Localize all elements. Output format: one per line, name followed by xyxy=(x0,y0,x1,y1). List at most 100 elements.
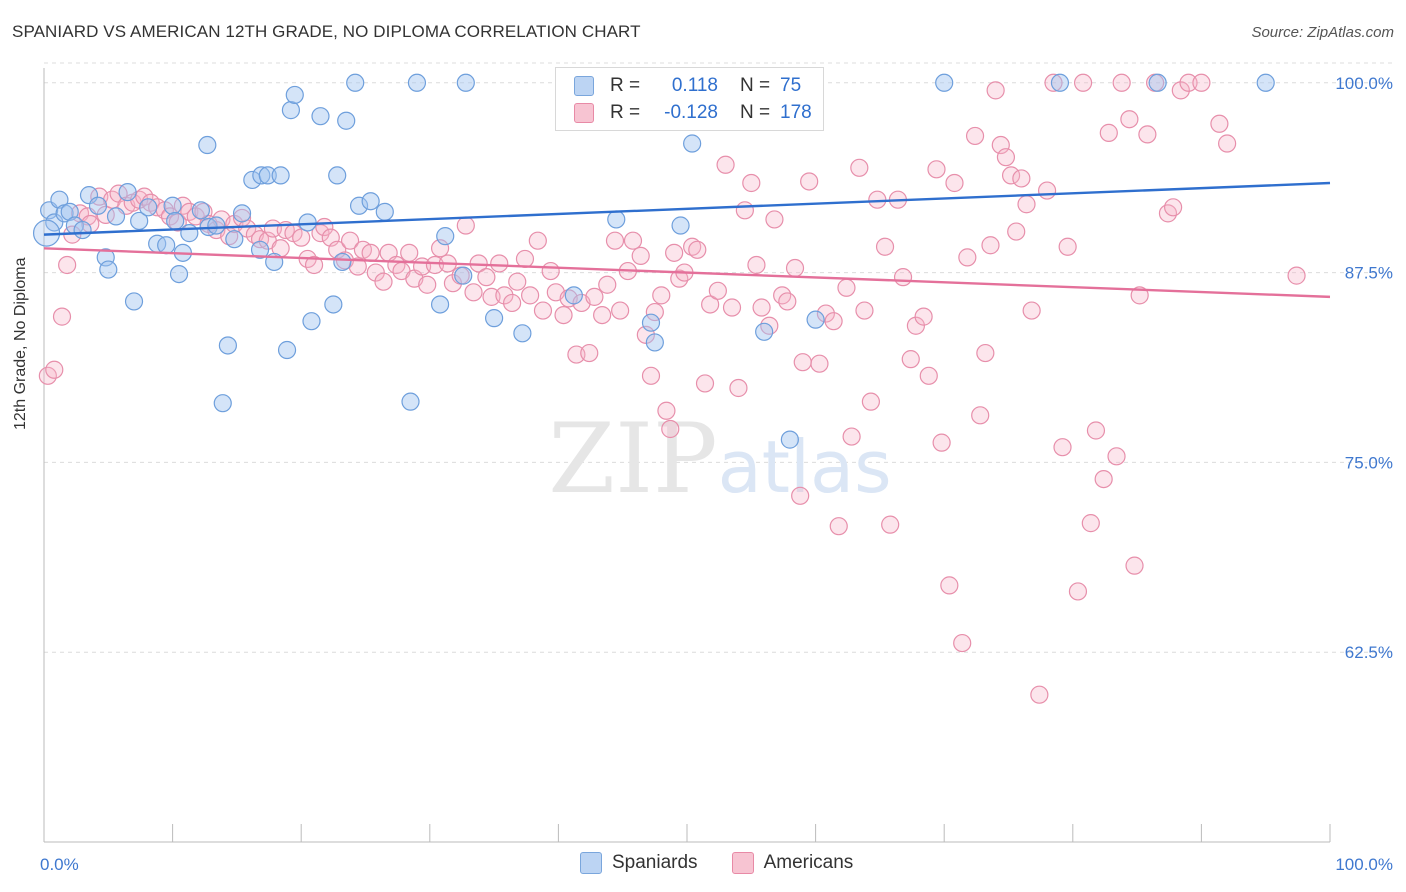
american-point xyxy=(940,576,959,595)
american-point xyxy=(1007,222,1026,241)
american-point xyxy=(585,287,604,306)
y-tick-label: 62.5% xyxy=(1345,643,1393,662)
spaniard-point xyxy=(60,202,79,221)
spaniard-point xyxy=(169,265,189,284)
american-point xyxy=(683,237,702,256)
american-point xyxy=(528,231,547,250)
spaniard-point xyxy=(281,101,301,120)
american-point xyxy=(1001,166,1021,185)
american-point xyxy=(708,281,727,300)
n-value: 75 xyxy=(780,75,802,96)
american-point xyxy=(490,254,509,273)
spaniards-swatch xyxy=(574,76,594,96)
spaniard-point xyxy=(250,240,270,259)
spaniard-point xyxy=(607,210,626,229)
american-point xyxy=(778,292,797,311)
american-point xyxy=(1125,556,1144,575)
spaniard-point xyxy=(252,166,271,185)
american-point xyxy=(986,81,1005,100)
spaniard-point xyxy=(124,292,144,311)
spaniard-point xyxy=(485,309,504,328)
american-point xyxy=(645,302,664,322)
american-point xyxy=(304,255,324,275)
american-point xyxy=(842,427,861,446)
spaniard-point xyxy=(99,260,118,279)
legend-item-spaniards[interactable]: Spaniards xyxy=(580,852,698,874)
american-point xyxy=(868,190,887,209)
american-point xyxy=(400,243,419,262)
american-point xyxy=(657,401,676,420)
american-point xyxy=(541,261,560,281)
spaniard-point xyxy=(285,85,304,105)
american-point xyxy=(729,378,748,398)
american-point xyxy=(661,419,680,439)
american-point xyxy=(765,210,784,229)
spaniard-point xyxy=(225,230,244,249)
american-point xyxy=(793,353,812,372)
american-point xyxy=(1037,181,1057,200)
american-point xyxy=(1068,582,1088,601)
american-point xyxy=(837,278,856,297)
spaniard-point xyxy=(454,266,473,285)
x-tick-label: 100.0% xyxy=(1335,855,1393,874)
r-label: R = xyxy=(610,75,641,96)
american-point xyxy=(1081,514,1100,533)
spaniard-point xyxy=(513,324,532,343)
legend: Spaniards Americans xyxy=(580,852,853,874)
spaniard-point xyxy=(232,204,252,223)
american-point xyxy=(605,231,625,250)
spaniard-point xyxy=(780,430,799,449)
spaniard-point xyxy=(207,216,226,235)
american-point xyxy=(1179,73,1198,92)
spaniard-point xyxy=(935,73,954,92)
spaniard-point xyxy=(671,216,690,235)
american-point xyxy=(1058,237,1077,256)
american-point xyxy=(701,295,720,314)
american-point xyxy=(598,275,617,294)
trend-lines xyxy=(43,181,1331,299)
y-axis-title: 12th Grade, No Diploma xyxy=(12,257,29,430)
americans-trend-line xyxy=(43,247,1331,299)
american-point xyxy=(875,237,895,256)
legend-label: Americans xyxy=(763,852,854,873)
legend-item-americans[interactable]: Americans xyxy=(731,852,854,874)
spaniard-point xyxy=(213,394,232,413)
american-point xyxy=(800,172,819,191)
spaniard-point xyxy=(88,196,108,215)
spaniards-legend-swatch xyxy=(580,852,602,874)
american-point xyxy=(374,272,393,291)
american-point xyxy=(366,263,385,282)
american-point xyxy=(580,343,599,363)
american-point xyxy=(495,286,514,305)
stats-box: R = 0.118 N = 75 R = -0.128 N = 178 xyxy=(555,67,824,131)
n-label: N = xyxy=(740,75,771,96)
american-point xyxy=(1012,169,1031,188)
spaniard-point xyxy=(564,286,583,305)
spaniard-point xyxy=(180,224,199,243)
spaniard-point xyxy=(163,196,182,215)
spaniard-point xyxy=(346,73,365,92)
american-point xyxy=(901,350,920,369)
spaniard-point xyxy=(1050,73,1070,92)
american-point xyxy=(533,301,553,320)
american-point xyxy=(829,517,848,536)
american-point xyxy=(1192,73,1211,92)
american-point xyxy=(810,354,829,373)
spaniard-point xyxy=(130,211,149,231)
american-point xyxy=(1112,73,1131,92)
spaniard-point xyxy=(191,201,210,220)
american-point xyxy=(996,148,1016,167)
spaniard-point xyxy=(324,295,343,314)
american-point xyxy=(58,255,77,275)
americans-points xyxy=(38,73,1306,704)
american-point xyxy=(881,515,900,534)
r-value: -0.128 xyxy=(664,102,718,123)
american-point xyxy=(914,307,933,326)
american-point xyxy=(1164,198,1183,217)
legend-label: Spaniards xyxy=(612,852,698,873)
spaniard-point xyxy=(198,135,217,155)
spaniard-point xyxy=(328,166,347,185)
spaniard-point xyxy=(361,192,380,211)
spaniard-point xyxy=(436,227,455,246)
spaniard-point xyxy=(407,73,427,92)
